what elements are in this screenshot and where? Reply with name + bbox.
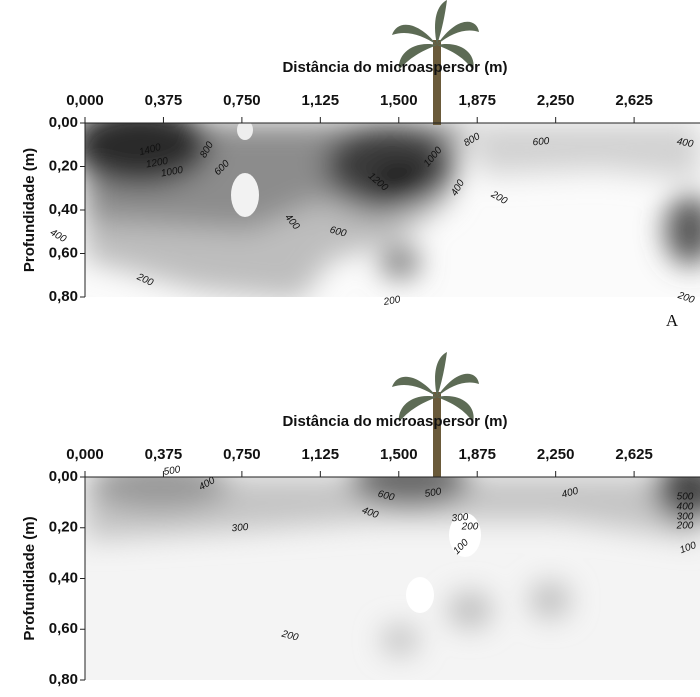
- y-axis-title: Profundidade (m): [21, 516, 38, 640]
- contour-label: 500: [163, 464, 182, 478]
- x-tick-label: 2,250: [537, 446, 575, 463]
- panel-label: B: [666, 694, 677, 697]
- contour-label: 200: [461, 522, 479, 533]
- contour-label: 400: [677, 502, 694, 513]
- contour-label: 400: [48, 227, 68, 245]
- contour-label: 300: [231, 522, 249, 534]
- y-axis-title: Profundidade (m): [21, 148, 38, 272]
- x-tick-label: 1,500: [380, 446, 418, 463]
- axis-title: Distância do microaspersor (m): [282, 413, 507, 430]
- y-tick-label: 0,00: [49, 468, 78, 485]
- contour-label: 200: [280, 628, 300, 643]
- y-tick-label: 0,20: [49, 519, 78, 536]
- x-tick-label: 1,125: [302, 446, 340, 463]
- x-tick-label: 0,375: [145, 446, 183, 463]
- y-tick-label: 0,40: [49, 201, 78, 218]
- x-tick-label: 0,000: [66, 92, 104, 109]
- contour-label: 600: [532, 136, 550, 148]
- contour-fill: [85, 477, 700, 680]
- y-tick-label: 0,60: [49, 620, 78, 637]
- contour-label: 200: [676, 521, 694, 532]
- contour-label: 200: [382, 294, 402, 308]
- y-tick-label: 0,40: [49, 569, 78, 586]
- x-tick-label: 2,250: [537, 92, 575, 109]
- x-tick-label: 1,500: [380, 92, 418, 109]
- x-tick-label: 0,000: [66, 446, 104, 463]
- contour-label: 400: [676, 136, 695, 150]
- contour-label: 300: [677, 512, 694, 523]
- x-tick-label: 1,875: [458, 446, 496, 463]
- x-tick-label: 1,875: [458, 92, 496, 109]
- contour-fill: [85, 123, 700, 297]
- contour-label: 500: [424, 486, 443, 500]
- y-tick-label: 0,20: [49, 157, 78, 174]
- y-tick-label: 0,80: [49, 288, 78, 305]
- x-tick-label: 0,375: [145, 92, 183, 109]
- contour-label: 300: [451, 512, 469, 524]
- contour-label: 600: [328, 225, 347, 240]
- x-tick-label: 1,125: [302, 92, 340, 109]
- contour-label: 500: [677, 492, 694, 503]
- contour-label: 400: [561, 486, 580, 501]
- y-tick-label: 0,00: [49, 114, 78, 131]
- y-tick-label: 0,80: [49, 671, 78, 688]
- contour-label: 1200: [145, 156, 169, 171]
- axis-title: Distância do microaspersor (m): [282, 59, 507, 76]
- x-tick-label: 0,750: [223, 446, 261, 463]
- x-tick-label: 0,750: [223, 92, 261, 109]
- x-tick-label: 2,625: [615, 92, 653, 109]
- x-tick-label: 2,625: [615, 446, 653, 463]
- contour-label: 600: [376, 489, 395, 504]
- contour-label: 1000: [160, 165, 184, 180]
- panel-label: A: [666, 311, 679, 330]
- y-tick-label: 0,60: [49, 244, 78, 261]
